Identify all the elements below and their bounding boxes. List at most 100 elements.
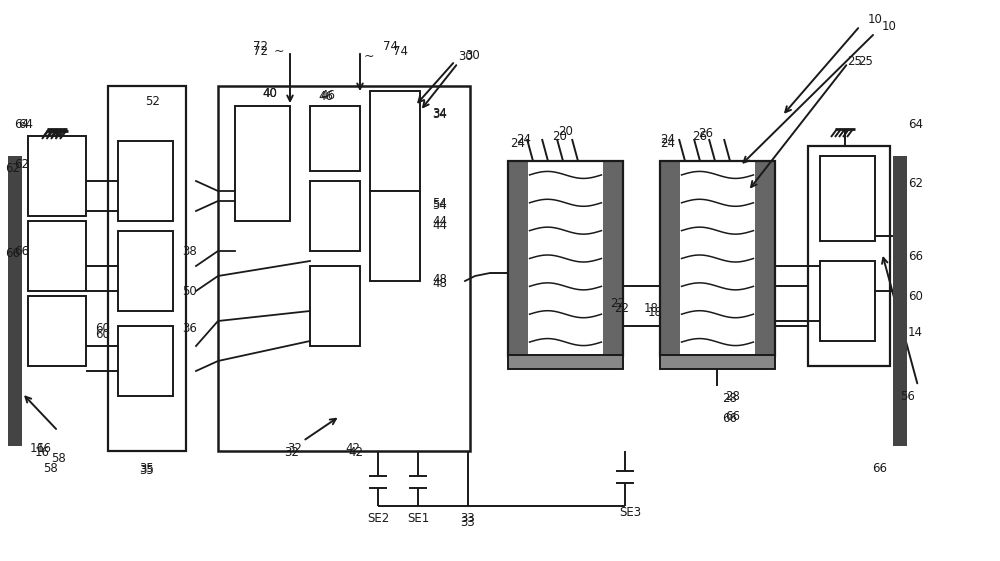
Bar	[820, 261, 875, 341]
Text: 60: 60	[95, 323, 110, 335]
Text: 16: 16	[30, 443, 44, 456]
Text: 10: 10	[882, 20, 897, 33]
Bar	[660, 161, 775, 356]
Bar	[603, 161, 623, 356]
Bar	[8, 156, 22, 446]
Text: 48: 48	[432, 277, 447, 289]
Text: 60: 60	[95, 328, 110, 341]
Text: 25: 25	[858, 54, 873, 67]
Text: 66: 66	[5, 246, 20, 260]
Text: 20: 20	[558, 125, 573, 137]
Bar	[235, 106, 290, 221]
Bar	[310, 266, 360, 346]
Text: 34: 34	[432, 108, 447, 121]
Text: 30: 30	[459, 49, 473, 62]
Text: 58: 58	[51, 452, 65, 465]
Bar	[808, 146, 890, 366]
Text: 32: 32	[285, 447, 299, 459]
Text: 25: 25	[848, 54, 862, 67]
Bar	[118, 141, 173, 221]
Text: 34: 34	[432, 107, 447, 119]
Text: 32: 32	[288, 443, 302, 456]
Text: 22: 22	[610, 297, 625, 310]
Text: 20: 20	[553, 130, 567, 142]
Text: 33: 33	[461, 517, 475, 530]
Text: 66: 66	[908, 250, 923, 263]
Text: 72: 72	[253, 44, 268, 57]
Text: 72: 72	[253, 39, 268, 53]
Text: 28: 28	[725, 389, 740, 402]
Text: 60: 60	[908, 289, 923, 302]
Text: 42: 42	[345, 443, 360, 456]
Text: 64: 64	[14, 117, 30, 131]
Text: 24: 24	[660, 132, 676, 145]
Text: 64: 64	[908, 117, 923, 131]
Bar	[660, 355, 775, 369]
Text: 52: 52	[145, 94, 160, 108]
Text: 22: 22	[614, 302, 629, 315]
Text: 14: 14	[908, 327, 923, 339]
Text: 40: 40	[262, 86, 277, 99]
Text: 58: 58	[43, 462, 57, 476]
Text: ~: ~	[364, 49, 374, 62]
Bar	[28, 136, 86, 216]
Text: 62: 62	[908, 177, 923, 190]
Text: 66: 66	[725, 410, 740, 422]
Bar	[660, 161, 680, 356]
Text: 36: 36	[182, 323, 197, 335]
Text: 54: 54	[432, 196, 447, 209]
Text: 66: 66	[14, 245, 29, 257]
Bar	[820, 156, 875, 241]
Text: 44: 44	[432, 214, 447, 228]
Bar	[508, 161, 528, 356]
Text: SE3: SE3	[619, 507, 641, 519]
Text: 40: 40	[263, 86, 277, 99]
Text: 18: 18	[644, 302, 659, 315]
Bar	[118, 231, 173, 311]
Text: 38: 38	[182, 245, 197, 257]
Bar	[508, 161, 623, 356]
Text: 46: 46	[320, 89, 335, 102]
Text: ~: ~	[274, 44, 284, 57]
Text: 64: 64	[18, 117, 33, 131]
Bar	[660, 355, 775, 369]
Bar	[508, 355, 623, 369]
Text: 10: 10	[868, 12, 883, 25]
Text: 26: 26	[698, 126, 714, 140]
Text: 56: 56	[900, 389, 915, 402]
Bar	[893, 156, 907, 446]
Text: 62: 62	[5, 162, 20, 174]
Text: SE1: SE1	[407, 513, 429, 526]
Text: 74: 74	[393, 44, 408, 57]
Text: 26: 26	[692, 130, 708, 142]
Text: 62: 62	[14, 158, 29, 171]
Bar	[310, 181, 360, 251]
Text: 42: 42	[348, 447, 363, 459]
Bar	[370, 91, 420, 191]
Text: 54: 54	[432, 199, 447, 211]
Bar	[755, 161, 775, 356]
Text: 46: 46	[318, 90, 333, 103]
Text: 16: 16	[35, 447, 50, 459]
Text: 28: 28	[723, 393, 737, 406]
Bar	[310, 106, 360, 171]
Text: 35: 35	[140, 462, 154, 475]
Bar	[118, 326, 173, 396]
Text: 74: 74	[382, 39, 398, 53]
Text: 35: 35	[140, 465, 154, 477]
Text: 24: 24	[511, 136, 526, 149]
Text: 16: 16	[37, 443, 52, 456]
Text: 24: 24	[660, 136, 676, 149]
Bar	[508, 355, 623, 369]
Text: 48: 48	[432, 273, 447, 286]
Text: 50: 50	[182, 284, 197, 297]
Bar	[370, 191, 420, 281]
Text: 66: 66	[872, 462, 888, 476]
Text: 24: 24	[516, 132, 531, 145]
Text: 30: 30	[465, 48, 480, 62]
Text: 44: 44	[432, 218, 447, 232]
Bar	[108, 86, 186, 451]
Text: 66: 66	[722, 412, 738, 425]
Bar	[28, 296, 86, 366]
Bar	[218, 86, 470, 451]
